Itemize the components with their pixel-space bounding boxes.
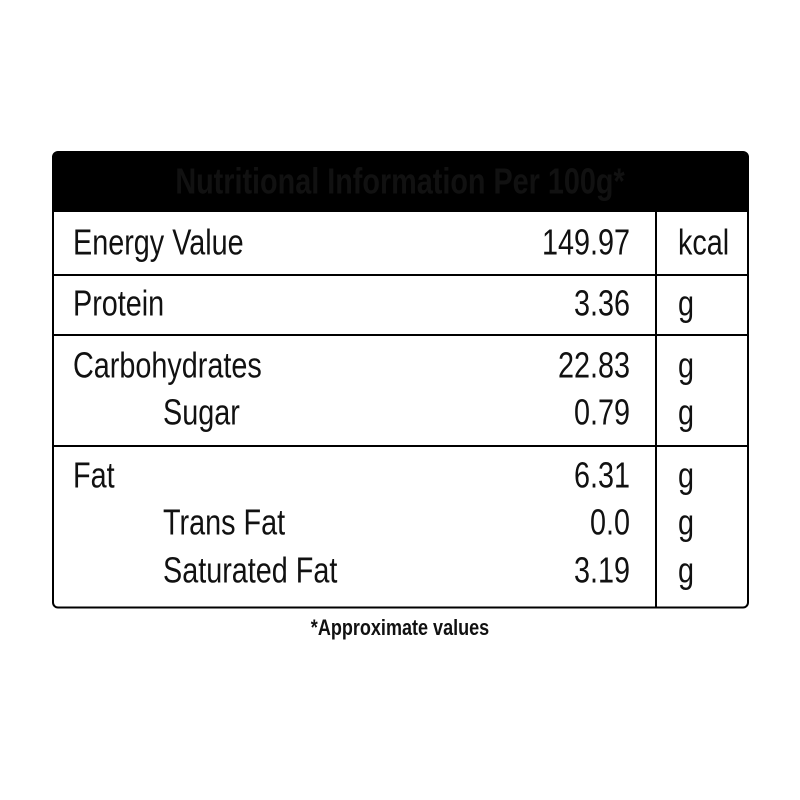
- nutrient-name: Protein: [73, 282, 164, 323]
- nutrient-name: Fat: [73, 454, 115, 495]
- nutrient-value: 6.31: [574, 454, 630, 495]
- nutrient-value: 0.0: [590, 501, 630, 542]
- header-band: [52, 152, 749, 212]
- nutrient-unit: g: [678, 454, 694, 495]
- table-content: Nutritional Information Per 100g* Energy …: [73, 160, 729, 640]
- nutrient-name: Sugar: [163, 391, 240, 432]
- footnote: *Approximate values: [311, 616, 489, 640]
- nutrient-name: Trans Fat: [163, 501, 285, 542]
- title: Nutritional Information Per 100g*: [175, 160, 625, 201]
- nutrient-unit: kcal: [678, 221, 729, 262]
- nutrient-name: Energy Value: [73, 221, 244, 262]
- nutrient-unit: g: [678, 501, 694, 542]
- nutrient-name: Saturated Fat: [163, 549, 337, 590]
- nutrient-value: 22.83: [558, 344, 630, 385]
- nutrient-value: 3.36: [574, 282, 630, 323]
- nutrient-unit: g: [678, 549, 694, 590]
- nutrient-value: 0.79: [574, 391, 630, 432]
- nutrient-unit: g: [678, 282, 694, 323]
- nutrient-name: Carbohydrates: [73, 344, 262, 385]
- table-border: [52, 151, 749, 609]
- nutrient-value: 149.97: [542, 221, 630, 262]
- nutrient-unit: g: [678, 344, 694, 385]
- nutrient-unit: g: [678, 391, 694, 432]
- nutrient-value: 3.19: [574, 549, 630, 590]
